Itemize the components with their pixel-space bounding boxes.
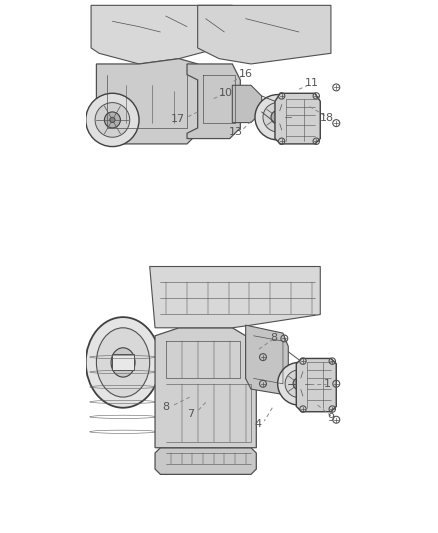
Circle shape: [293, 378, 305, 390]
Text: 17: 17: [171, 114, 185, 124]
Text: 7: 7: [187, 409, 194, 418]
Circle shape: [255, 95, 300, 140]
Text: 18: 18: [320, 113, 334, 123]
Ellipse shape: [96, 328, 150, 397]
Text: 9: 9: [327, 414, 335, 423]
Text: 1: 1: [323, 379, 330, 389]
Text: 8: 8: [270, 334, 277, 343]
Polygon shape: [232, 85, 261, 123]
Text: 8: 8: [162, 402, 169, 412]
Circle shape: [86, 93, 139, 147]
Text: 11: 11: [305, 78, 319, 88]
Circle shape: [271, 110, 284, 124]
Circle shape: [278, 362, 320, 405]
Circle shape: [263, 102, 292, 132]
Circle shape: [285, 370, 313, 398]
Ellipse shape: [111, 348, 135, 377]
Polygon shape: [113, 354, 134, 370]
Text: 13: 13: [230, 127, 244, 137]
Text: 4: 4: [254, 419, 261, 429]
Circle shape: [104, 112, 120, 128]
Polygon shape: [187, 64, 240, 139]
Text: 10: 10: [219, 88, 233, 98]
Ellipse shape: [86, 317, 160, 408]
Polygon shape: [155, 328, 256, 448]
Polygon shape: [246, 325, 288, 394]
Circle shape: [95, 102, 130, 137]
Polygon shape: [275, 93, 320, 144]
Polygon shape: [96, 59, 198, 144]
Circle shape: [110, 117, 115, 123]
Polygon shape: [150, 266, 320, 328]
Polygon shape: [91, 5, 232, 64]
Polygon shape: [296, 358, 336, 411]
Polygon shape: [198, 5, 331, 64]
Text: 16: 16: [239, 69, 253, 79]
Polygon shape: [155, 448, 256, 474]
